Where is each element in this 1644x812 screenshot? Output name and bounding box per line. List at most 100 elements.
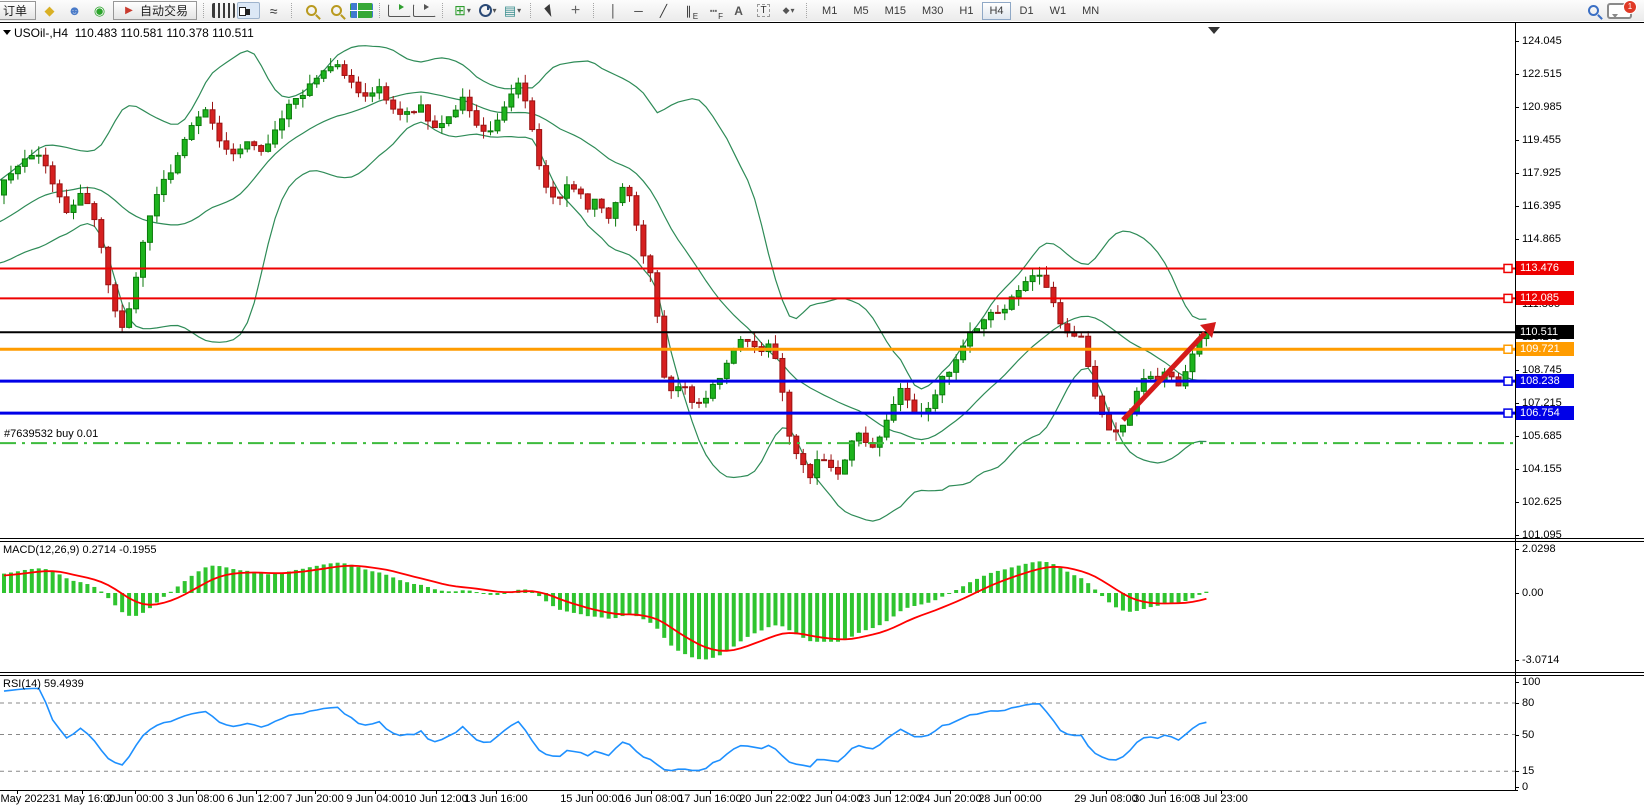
symbol-dropdown-icon[interactable] <box>3 30 11 35</box>
time-axis-label: 30 Jun 16:00 <box>1133 793 1197 805</box>
level-connector <box>1503 293 1513 304</box>
period-menu-icon[interactable]: ▾ <box>476 0 499 21</box>
timeframe-mn-button[interactable]: MN <box>1082 4 1100 17</box>
new-order-icon[interactable] <box>38 0 61 21</box>
timeframe-h4-button[interactable]: H4 <box>982 1 1011 20</box>
axis-tick <box>1515 106 1519 108</box>
axis-tick <box>1515 238 1519 240</box>
symbol-period: USOil-,H4 <box>14 26 69 40</box>
time-axis-tick <box>436 790 437 794</box>
toolbar: 订单 自动交易 ▾ ▾ ▾ ▾ M1 M5 M15 M30 H1 H4 D1 W1 MN 1 <box>0 0 1644 21</box>
profile-icon[interactable] <box>63 0 86 21</box>
time-axis-tick <box>592 790 593 794</box>
macd-values: 0.2714 -0.1955 <box>82 544 157 556</box>
dropdown-arrow-icon: ▾ <box>517 6 522 15</box>
text-icon[interactable] <box>727 0 750 21</box>
timeframe-d1-button[interactable]: D1 <box>1019 4 1034 17</box>
rsi-tick-label: 80 <box>1522 697 1535 709</box>
time-axis-tick <box>256 790 257 794</box>
price-tick-label: 114.865 <box>1522 232 1561 245</box>
time-axis-tick <box>651 790 652 794</box>
axis-tick <box>1515 73 1519 75</box>
level-connector <box>1503 408 1513 418</box>
chart-shift-marker[interactable] <box>1208 27 1220 34</box>
level-connector <box>1503 376 1513 386</box>
rsi-tick-label: 0 <box>1522 781 1529 793</box>
auto-trading-button[interactable]: 自动交易 <box>113 0 198 21</box>
toolbar-separator <box>806 3 809 18</box>
toolbar-separator <box>442 3 445 18</box>
timeframe-h1-button[interactable]: H1 <box>959 4 974 17</box>
time-axis-label: 3 Jun 08:00 <box>167 793 225 805</box>
chart-shift-icon[interactable] <box>413 4 437 17</box>
equidistant-channel-icon[interactable] <box>677 0 700 21</box>
axis-tick <box>1515 403 1519 405</box>
time-axis-tick <box>1106 790 1107 794</box>
time-axis-tick <box>375 790 376 794</box>
time-axis-label: 16 Jun 08:00 <box>619 793 683 805</box>
rsi-name: RSI(14) <box>3 678 41 690</box>
search-icon[interactable] <box>1582 0 1605 21</box>
macd-name: MACD(12,26,9) <box>3 544 80 556</box>
timeframe-m30-button[interactable]: M30 <box>922 4 944 17</box>
rsi-title: RSI(14) 59.4939 <box>3 678 84 690</box>
price-tick-label: 108.745 <box>1522 364 1562 377</box>
timeframe-m1-button[interactable]: M1 <box>822 4 838 17</box>
rsi-tick-label: 100 <box>1522 676 1541 688</box>
line-chart-icon[interactable] <box>262 0 285 21</box>
time-axis-tick <box>710 790 711 794</box>
timeframe-w1-button[interactable]: W1 <box>1049 4 1067 17</box>
bar-chart-icon[interactable] <box>212 3 236 18</box>
toolbar-separator <box>203 3 206 18</box>
new-chart-icon[interactable]: ▾ <box>451 0 474 21</box>
macd-tick-label: 2.0298 <box>1522 542 1556 555</box>
macd-tick-label: -3.0714 <box>1522 653 1560 666</box>
play-icon <box>122 0 136 21</box>
timeframe-m5-button[interactable]: M5 <box>853 4 869 17</box>
time-axis-label: 6 Jun 12:00 <box>227 793 285 805</box>
toolbar-separator <box>379 3 382 18</box>
fibonacci-icon[interactable] <box>702 0 725 21</box>
time-axis-tick <box>771 790 772 794</box>
timeframe-m15-button[interactable]: M15 <box>884 4 906 17</box>
signals-icon[interactable] <box>88 0 111 21</box>
candlestick-chart-icon[interactable] <box>237 2 261 19</box>
time-axis-label: 7 Jun 20:00 <box>286 793 344 805</box>
time-axis-label: 2 Jun 00:00 <box>106 793 164 805</box>
tile-windows-icon[interactable] <box>350 3 373 18</box>
order-line-label: #7639532 buy 0.01 <box>4 428 99 440</box>
crosshair-icon[interactable] <box>564 0 587 21</box>
horizontal-line-icon[interactable] <box>627 0 650 21</box>
time-axis-tick <box>1010 790 1011 794</box>
price-tick-label: 105.685 <box>1522 430 1562 443</box>
price-tick-label: 104.155 <box>1522 463 1562 476</box>
axis-tick <box>1515 469 1519 471</box>
trend-arrow[interactable] <box>1121 331 1207 422</box>
text-label-icon[interactable] <box>752 0 775 21</box>
price-tick-label: 120.985 <box>1522 100 1562 113</box>
orders-button[interactable]: 订单 <box>0 1 37 20</box>
chat-icon[interactable]: 1 <box>1607 0 1637 19</box>
price-level-label-108.238: 108.238 <box>1516 374 1574 389</box>
axis-tick <box>1515 436 1519 438</box>
time-axis-label: 29 Jun 08:00 <box>1074 793 1138 805</box>
vertical-line-icon[interactable] <box>602 0 625 21</box>
template-menu-icon[interactable]: ▾ <box>501 0 524 21</box>
time-axis-tick <box>196 790 197 794</box>
cursor-icon[interactable] <box>539 0 562 21</box>
price-tick-label: 124.045 <box>1522 35 1562 47</box>
shapes-icon[interactable]: ▾ <box>777 0 800 21</box>
time-axis-label: 22 Jun 04:00 <box>799 793 863 805</box>
auto-scroll-icon[interactable] <box>388 4 412 17</box>
price-level-label-112.085: 112.085 <box>1516 291 1574 306</box>
zoom-in-icon[interactable] <box>300 0 323 21</box>
time-axis-tick <box>82 790 83 794</box>
dropdown-arrow-icon: ▾ <box>492 6 497 15</box>
trendline-icon[interactable] <box>652 0 675 21</box>
zoom-out-icon[interactable] <box>325 0 348 21</box>
time-axis-tick <box>496 790 497 794</box>
axis-tick <box>1515 703 1519 704</box>
candlesticks[interactable] <box>1 58 1210 485</box>
